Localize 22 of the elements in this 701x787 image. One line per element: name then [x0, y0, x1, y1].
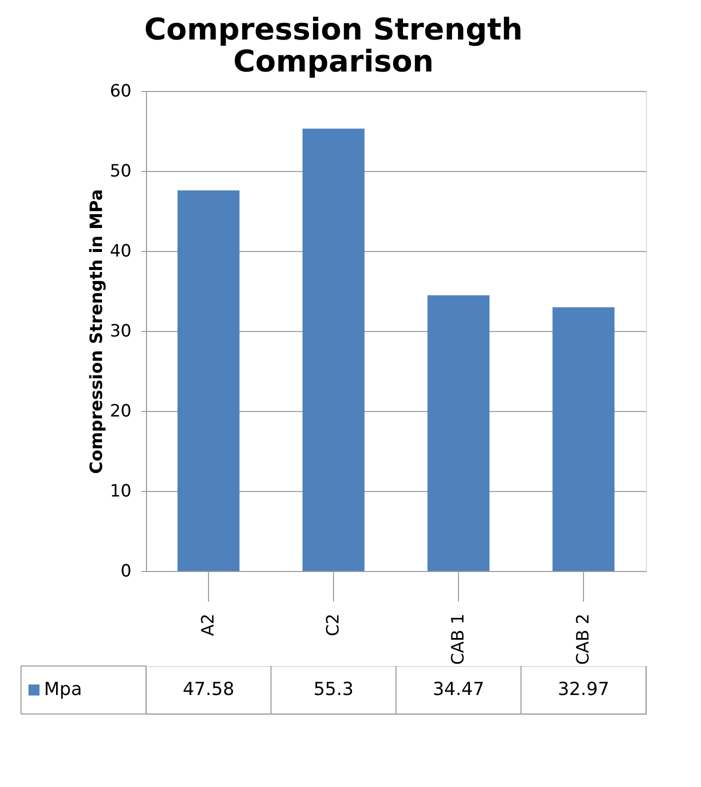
- data-label: 47.58: [182, 679, 234, 700]
- chart-title: Compression Strength Comparison: [144, 12, 523, 80]
- legend-label: Mpa: [44, 679, 82, 700]
- data-label: 34.47: [432, 679, 484, 700]
- data-label: 55.3: [313, 679, 354, 700]
- x-tick-label: CAB 2: [574, 614, 594, 665]
- y-tick-label: 10: [110, 482, 132, 502]
- x-tick-label: C2: [324, 614, 344, 636]
- bar: [428, 295, 490, 571]
- data-label: 32.97: [558, 679, 610, 700]
- bar: [178, 190, 240, 571]
- y-tick-label: 50: [110, 162, 132, 182]
- bar: [552, 307, 614, 571]
- y-tick-label: 60: [110, 82, 132, 102]
- y-tick-label: 0: [120, 562, 132, 582]
- x-tick-label: A2: [198, 614, 218, 636]
- y-tick-label: 40: [110, 242, 132, 262]
- bar: [302, 128, 364, 571]
- y-tick-label: 30: [110, 322, 132, 342]
- x-tick-label: CAB 1: [448, 614, 468, 665]
- y-axis-title: Compression Strength in MPa: [86, 189, 107, 474]
- y-tick-label: 20: [110, 402, 132, 422]
